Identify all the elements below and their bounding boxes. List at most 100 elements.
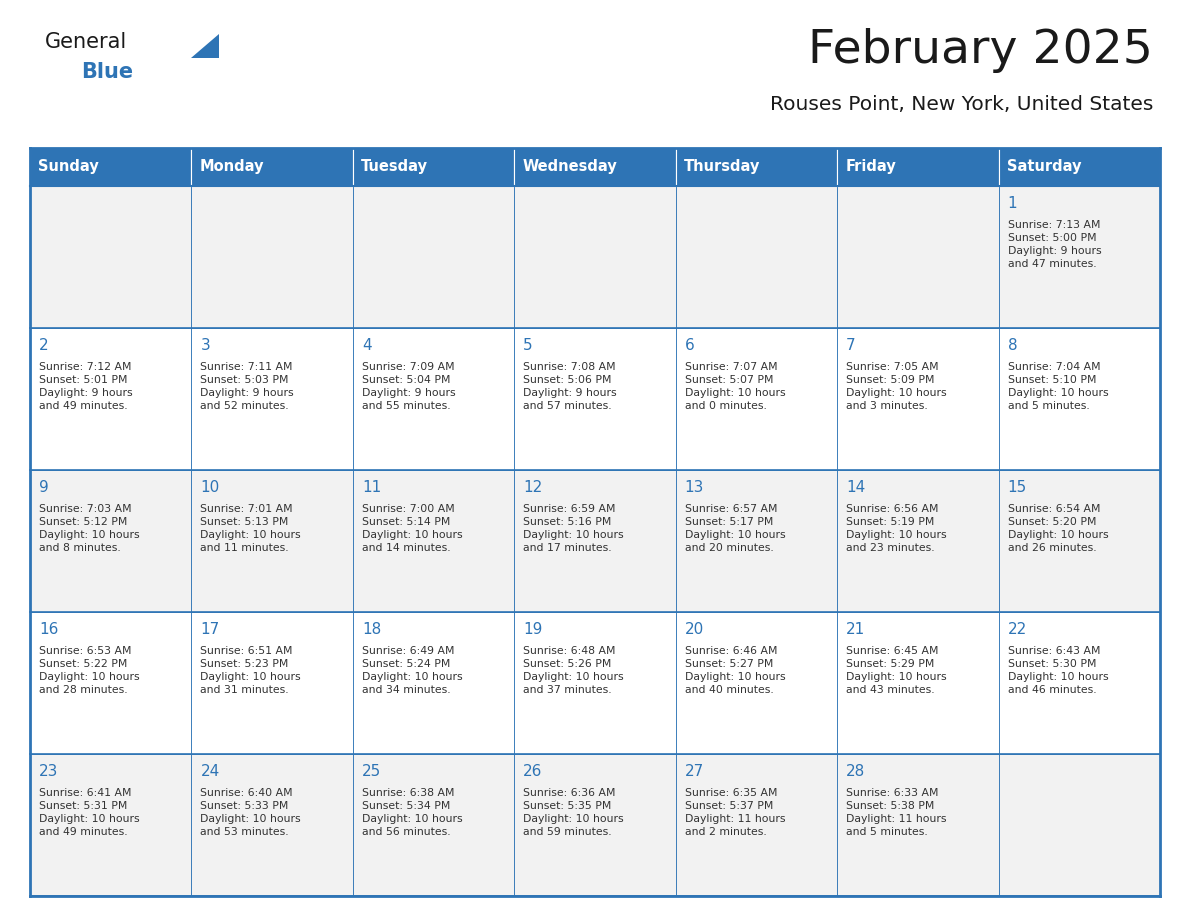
- Text: Blue: Blue: [81, 62, 133, 82]
- Text: Sunrise: 6:38 AM: Sunrise: 6:38 AM: [362, 788, 454, 798]
- Text: Sunrise: 6:46 AM: Sunrise: 6:46 AM: [684, 645, 777, 655]
- Text: Sunset: 5:14 PM: Sunset: 5:14 PM: [362, 517, 450, 527]
- Text: Sunrise: 7:13 AM: Sunrise: 7:13 AM: [1007, 219, 1100, 230]
- Text: Daylight: 10 hours: Daylight: 10 hours: [684, 388, 785, 397]
- Text: 27: 27: [684, 764, 704, 779]
- Text: Wednesday: Wednesday: [523, 160, 617, 174]
- Bar: [353, 148, 514, 186]
- Text: Sunset: 5:37 PM: Sunset: 5:37 PM: [684, 800, 773, 811]
- Text: Sunrise: 6:36 AM: Sunrise: 6:36 AM: [523, 788, 615, 798]
- Bar: [676, 754, 838, 896]
- Text: Thursday: Thursday: [684, 160, 760, 174]
- Text: Sunrise: 6:33 AM: Sunrise: 6:33 AM: [846, 788, 939, 798]
- Text: Sunset: 5:22 PM: Sunset: 5:22 PM: [39, 659, 127, 668]
- Bar: [514, 612, 676, 754]
- Text: Sunset: 5:31 PM: Sunset: 5:31 PM: [39, 800, 127, 811]
- Text: Sunset: 5:35 PM: Sunset: 5:35 PM: [523, 800, 612, 811]
- Bar: [676, 148, 838, 186]
- Text: Daylight: 9 hours: Daylight: 9 hours: [39, 388, 133, 397]
- Text: Sunset: 5:04 PM: Sunset: 5:04 PM: [362, 375, 450, 385]
- Text: Sunset: 5:01 PM: Sunset: 5:01 PM: [39, 375, 127, 385]
- Text: Sunset: 5:23 PM: Sunset: 5:23 PM: [201, 659, 289, 668]
- Bar: [514, 186, 676, 328]
- Text: Saturday: Saturday: [1006, 160, 1081, 174]
- Bar: [191, 328, 353, 470]
- Text: 11: 11: [362, 480, 381, 495]
- Text: and 49 minutes.: and 49 minutes.: [39, 401, 127, 411]
- Text: 13: 13: [684, 480, 704, 495]
- Text: 2: 2: [39, 338, 49, 353]
- Text: Daylight: 10 hours: Daylight: 10 hours: [684, 672, 785, 682]
- Text: Daylight: 10 hours: Daylight: 10 hours: [1007, 388, 1108, 397]
- Bar: [838, 754, 999, 896]
- Text: Daylight: 9 hours: Daylight: 9 hours: [523, 388, 617, 397]
- Text: Daylight: 10 hours: Daylight: 10 hours: [201, 814, 301, 823]
- Text: and 47 minutes.: and 47 minutes.: [1007, 259, 1097, 269]
- Text: and 14 minutes.: and 14 minutes.: [362, 543, 450, 553]
- Text: Sunrise: 6:41 AM: Sunrise: 6:41 AM: [39, 788, 132, 798]
- Bar: [191, 754, 353, 896]
- Text: Daylight: 10 hours: Daylight: 10 hours: [1007, 530, 1108, 540]
- Text: 21: 21: [846, 622, 865, 637]
- Bar: [999, 148, 1159, 186]
- Text: Sunrise: 6:56 AM: Sunrise: 6:56 AM: [846, 504, 939, 514]
- Text: 20: 20: [684, 622, 704, 637]
- Text: Sunrise: 7:01 AM: Sunrise: 7:01 AM: [201, 504, 293, 514]
- Text: and 43 minutes.: and 43 minutes.: [846, 685, 935, 695]
- Bar: [676, 328, 838, 470]
- Text: 26: 26: [523, 764, 543, 779]
- Text: 17: 17: [201, 622, 220, 637]
- Text: Sunset: 5:13 PM: Sunset: 5:13 PM: [201, 517, 289, 527]
- Text: and 23 minutes.: and 23 minutes.: [846, 543, 935, 553]
- Text: and 31 minutes.: and 31 minutes.: [201, 685, 289, 695]
- Text: Sunrise: 7:11 AM: Sunrise: 7:11 AM: [201, 362, 293, 372]
- Text: Daylight: 10 hours: Daylight: 10 hours: [39, 530, 140, 540]
- Text: Sunset: 5:12 PM: Sunset: 5:12 PM: [39, 517, 127, 527]
- Bar: [838, 612, 999, 754]
- Bar: [30, 328, 191, 470]
- Text: 28: 28: [846, 764, 865, 779]
- Text: Sunrise: 6:35 AM: Sunrise: 6:35 AM: [684, 788, 777, 798]
- Text: Tuesday: Tuesday: [361, 160, 428, 174]
- Text: Rouses Point, New York, United States: Rouses Point, New York, United States: [770, 95, 1154, 114]
- Text: 3: 3: [201, 338, 210, 353]
- Text: Daylight: 10 hours: Daylight: 10 hours: [523, 672, 624, 682]
- Text: Friday: Friday: [845, 160, 896, 174]
- Bar: [353, 754, 514, 896]
- Text: Daylight: 10 hours: Daylight: 10 hours: [201, 530, 301, 540]
- Bar: [191, 612, 353, 754]
- Text: and 5 minutes.: and 5 minutes.: [1007, 401, 1089, 411]
- Text: and 8 minutes.: and 8 minutes.: [39, 543, 121, 553]
- Text: Sunset: 5:26 PM: Sunset: 5:26 PM: [523, 659, 612, 668]
- Text: 8: 8: [1007, 338, 1017, 353]
- Text: 16: 16: [39, 622, 58, 637]
- Text: Sunrise: 6:49 AM: Sunrise: 6:49 AM: [362, 645, 454, 655]
- Text: and 26 minutes.: and 26 minutes.: [1007, 543, 1097, 553]
- Text: 1: 1: [1007, 196, 1017, 211]
- Text: and 28 minutes.: and 28 minutes.: [39, 685, 127, 695]
- Text: Sunset: 5:34 PM: Sunset: 5:34 PM: [362, 800, 450, 811]
- Text: Sunset: 5:20 PM: Sunset: 5:20 PM: [1007, 517, 1097, 527]
- Text: and 20 minutes.: and 20 minutes.: [684, 543, 773, 553]
- Text: Daylight: 9 hours: Daylight: 9 hours: [201, 388, 295, 397]
- Text: Daylight: 10 hours: Daylight: 10 hours: [362, 530, 462, 540]
- Text: Sunrise: 7:08 AM: Sunrise: 7:08 AM: [523, 362, 615, 372]
- Text: and 0 minutes.: and 0 minutes.: [684, 401, 766, 411]
- Text: 4: 4: [362, 338, 372, 353]
- Bar: [30, 148, 191, 186]
- Text: and 17 minutes.: and 17 minutes.: [523, 543, 612, 553]
- Text: Sunset: 5:19 PM: Sunset: 5:19 PM: [846, 517, 935, 527]
- Bar: [30, 186, 191, 328]
- Text: Daylight: 10 hours: Daylight: 10 hours: [39, 814, 140, 823]
- Bar: [676, 470, 838, 612]
- Text: Sunrise: 6:53 AM: Sunrise: 6:53 AM: [39, 645, 132, 655]
- Text: February 2025: February 2025: [808, 28, 1154, 73]
- Text: Sunset: 5:03 PM: Sunset: 5:03 PM: [201, 375, 289, 385]
- Bar: [676, 186, 838, 328]
- Text: Sunrise: 7:05 AM: Sunrise: 7:05 AM: [846, 362, 939, 372]
- Bar: [838, 328, 999, 470]
- Text: Sunrise: 6:48 AM: Sunrise: 6:48 AM: [523, 645, 615, 655]
- Text: Sunrise: 7:03 AM: Sunrise: 7:03 AM: [39, 504, 132, 514]
- Text: and 56 minutes.: and 56 minutes.: [362, 827, 450, 837]
- Text: Sunset: 5:27 PM: Sunset: 5:27 PM: [684, 659, 773, 668]
